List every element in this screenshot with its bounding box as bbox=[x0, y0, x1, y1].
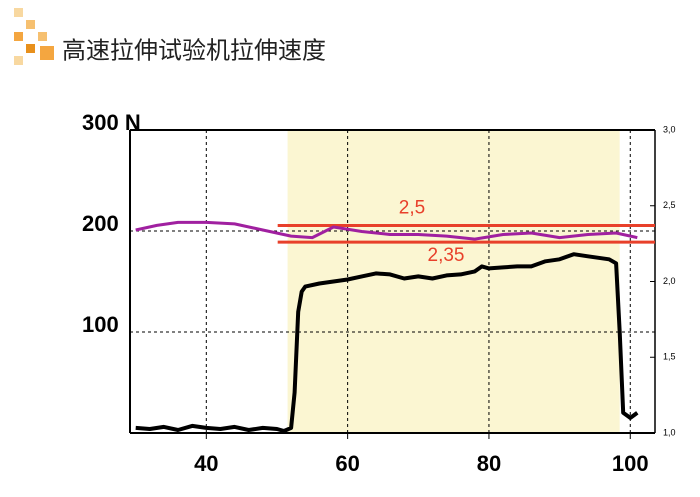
series-line bbox=[135, 252, 639, 433]
x-tick-label: 40 bbox=[194, 451, 218, 476]
chart: 40 60 80 100 100 200 300 N 1,0 1,5 2,0 2,5 3,0 2,5 2,… bbox=[82, 110, 676, 476]
y-tick-label: 300 N bbox=[82, 110, 141, 135]
x-tick-label: 60 bbox=[335, 451, 359, 476]
annotation: 2,5 bbox=[399, 197, 425, 218]
annotation: 2,35 bbox=[428, 245, 465, 266]
y2-tick-label: 1,0 bbox=[663, 427, 676, 437]
y-tick-label: 200 bbox=[82, 211, 119, 236]
y2-tick-label: 1,5 bbox=[663, 352, 676, 362]
y2-tick-label: 3,0 bbox=[663, 124, 676, 134]
x-tick-label: 100 bbox=[612, 451, 649, 476]
y2-tick-label: 2,0 bbox=[663, 276, 676, 286]
x-tick-label: 80 bbox=[477, 451, 501, 476]
y-tick-label: 100 bbox=[82, 312, 119, 337]
decoration bbox=[14, 8, 54, 65]
y2-tick-label: 2,5 bbox=[663, 200, 676, 210]
series-line bbox=[135, 220, 638, 241]
slide-title: 高速拉伸试验机拉伸速度 bbox=[62, 37, 326, 64]
